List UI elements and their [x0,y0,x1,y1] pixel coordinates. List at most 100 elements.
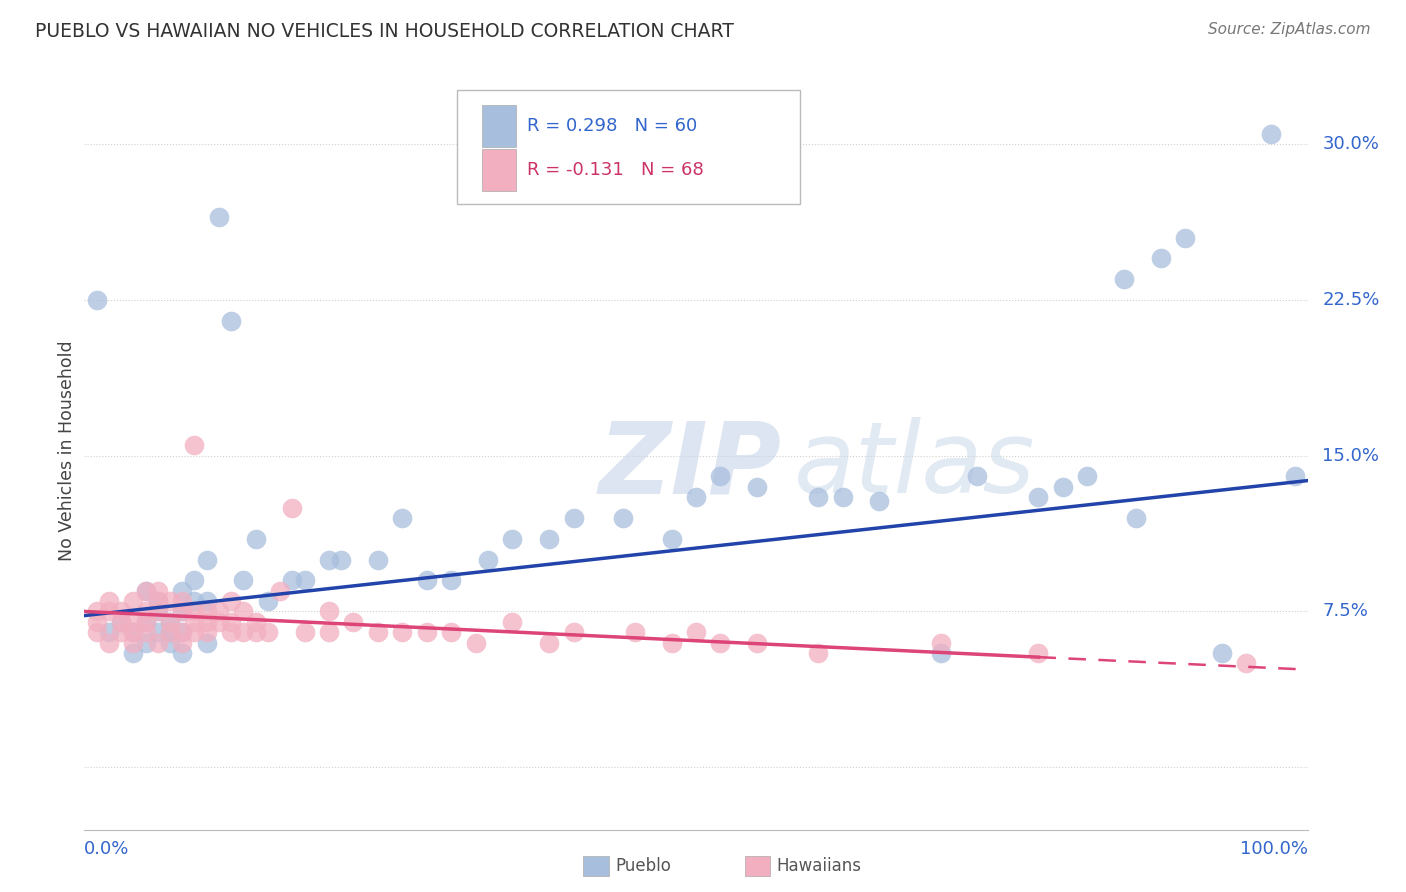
Point [183,625,205,640]
Point [1236,657,1258,671]
Point [159,615,181,629]
Point [709,469,731,483]
Point [172,646,194,660]
Point [172,604,194,618]
Point [97,604,120,618]
Point [318,625,340,640]
Point [97,594,120,608]
Point [232,625,254,640]
Point [219,625,242,640]
Point [208,615,231,629]
Point [257,594,280,608]
Point [195,635,218,649]
Point [122,615,145,629]
Point [195,604,218,618]
Point [1260,127,1282,141]
Point [110,625,132,640]
Point [208,210,231,224]
Point [869,494,891,508]
Point [929,635,952,649]
Point [807,490,830,504]
Point [318,552,340,566]
Point [232,604,254,618]
Point [562,625,585,640]
Point [232,574,254,588]
Text: Source: ZipAtlas.com: Source: ZipAtlas.com [1208,22,1371,37]
Point [135,625,157,640]
Point [1076,469,1098,483]
Text: 22.5%: 22.5% [1322,291,1379,309]
Point [269,583,291,598]
Text: 7.5%: 7.5% [1322,602,1368,621]
Text: 100.0%: 100.0% [1240,840,1308,858]
Point [183,594,205,608]
Point [538,635,561,649]
Point [624,625,647,640]
Point [135,583,157,598]
Point [146,583,169,598]
Text: atlas: atlas [794,417,1035,514]
Point [440,574,463,588]
Point [1125,511,1147,525]
Y-axis label: No Vehicles in Household: No Vehicles in Household [58,340,76,561]
Point [477,552,499,566]
Text: R = 0.298   N = 60: R = 0.298 N = 60 [527,117,697,135]
Text: PUEBLO VS HAWAIIAN NO VEHICLES IN HOUSEHOLD CORRELATION CHART: PUEBLO VS HAWAIIAN NO VEHICLES IN HOUSEH… [35,22,734,41]
Point [110,604,132,618]
Point [440,625,463,640]
Point [929,646,952,660]
Point [146,635,169,649]
Point [135,615,157,629]
Point [661,635,683,649]
Point [747,635,769,649]
Point [122,625,145,640]
Bar [482,105,516,147]
Point [1150,252,1173,266]
Point [172,625,194,640]
Point [135,615,157,629]
Point [1174,230,1197,244]
Point [135,583,157,598]
Point [219,313,242,327]
Point [612,511,634,525]
Point [146,594,169,608]
Point [195,615,218,629]
Point [294,574,316,588]
Point [342,615,364,629]
Point [172,594,194,608]
Point [747,480,769,494]
Point [97,635,120,649]
Point [208,604,231,618]
Point [172,604,194,618]
Point [110,615,132,629]
Text: ZIP: ZIP [598,417,782,514]
Point [172,635,194,649]
Point [1284,469,1306,483]
Point [135,635,157,649]
Point [502,532,524,546]
Point [146,604,169,618]
Point [391,511,413,525]
Point [195,625,218,640]
Point [146,604,169,618]
Point [146,625,169,640]
Point [172,583,194,598]
Text: R = -0.131   N = 68: R = -0.131 N = 68 [527,161,704,179]
Point [416,625,439,640]
Point [86,625,108,640]
Point [110,615,132,629]
Point [135,604,157,618]
Text: Hawaiians: Hawaiians [776,857,860,875]
Point [391,625,413,640]
Point [245,615,267,629]
Point [318,604,340,618]
Text: 0.0%: 0.0% [84,840,129,858]
Point [122,594,145,608]
Point [367,552,389,566]
Point [367,625,389,640]
Point [146,594,169,608]
Bar [482,149,516,191]
Point [159,625,181,640]
FancyBboxPatch shape [457,90,800,204]
Point [281,500,304,515]
